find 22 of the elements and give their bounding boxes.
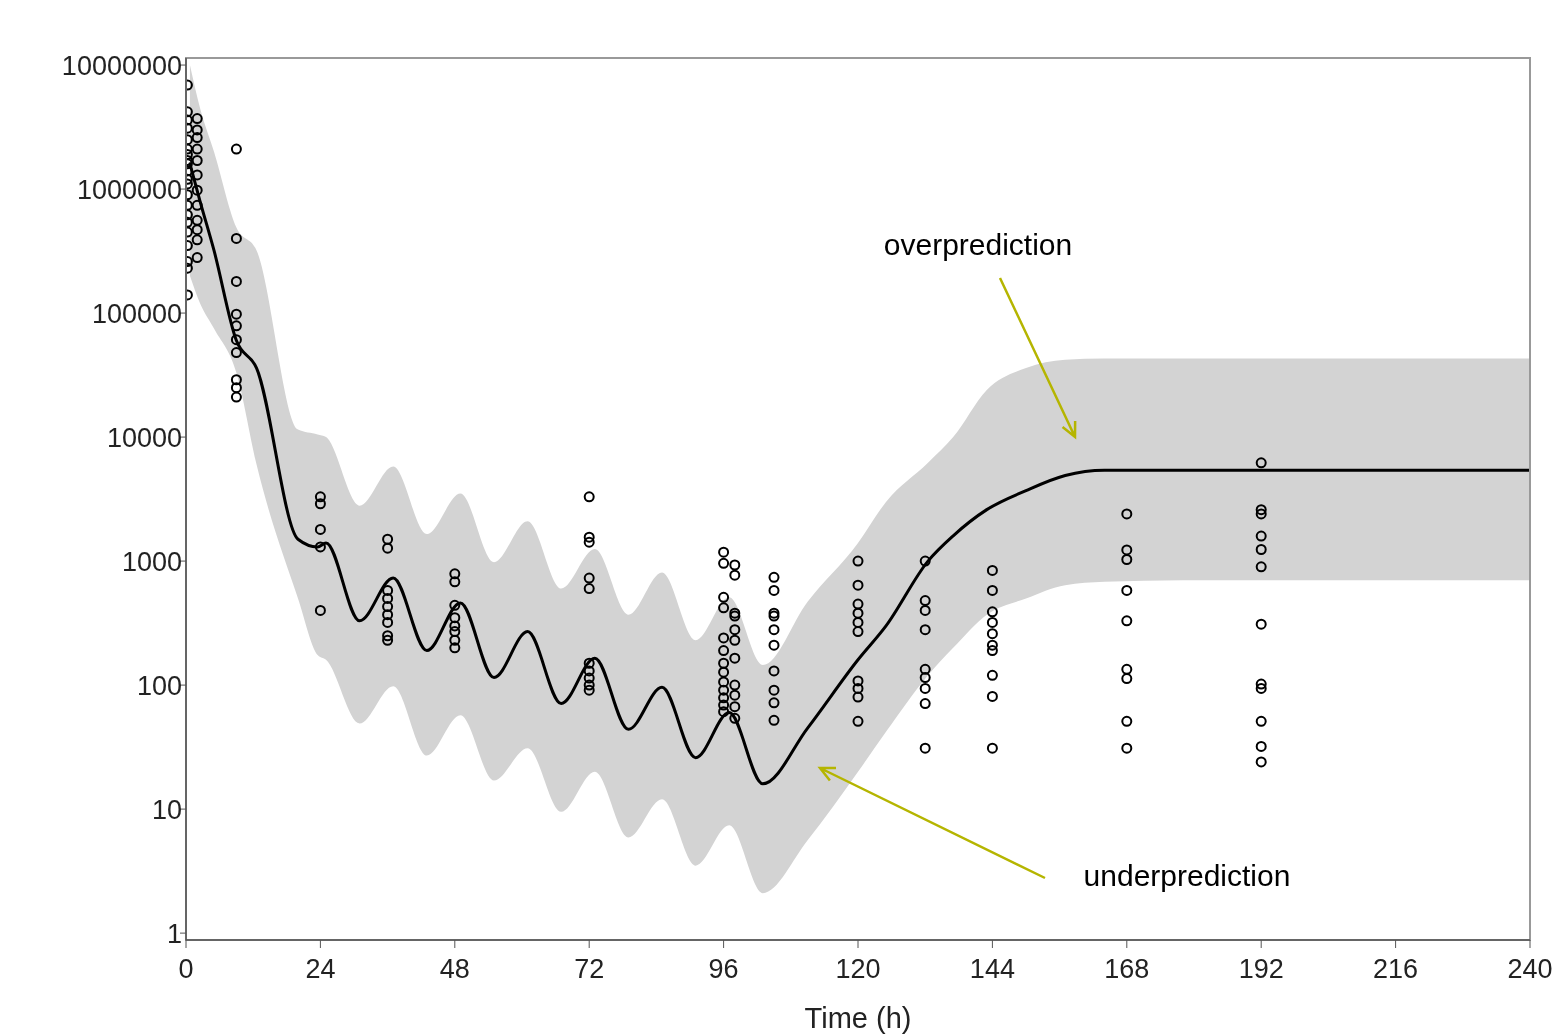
x-tick-label: 96 bbox=[708, 954, 739, 984]
y-tick-label: 1 bbox=[166, 918, 182, 949]
x-tick-label: 144 bbox=[969, 954, 1015, 984]
y-tick-label: 10000000 bbox=[61, 50, 182, 81]
y-tick-label: 1000 bbox=[121, 546, 182, 577]
y-tick-label: 100000 bbox=[91, 298, 182, 329]
x-tick-label: 192 bbox=[1238, 954, 1284, 984]
y-tick-label: 1000000 bbox=[76, 174, 182, 205]
x-tick-label: 24 bbox=[305, 954, 336, 984]
x-axis-title: Time (h) bbox=[804, 1002, 912, 1034]
x-tick-label: 216 bbox=[1373, 954, 1419, 984]
y-tick-label: 10000 bbox=[106, 422, 182, 453]
y-tick-label: 10 bbox=[151, 794, 182, 825]
x-tick-label: 48 bbox=[439, 954, 470, 984]
x-tick-label: 120 bbox=[835, 954, 881, 984]
x-tick-label: 240 bbox=[1507, 954, 1553, 984]
annotation: overprediction bbox=[883, 228, 1073, 261]
x-tick-label: 72 bbox=[574, 954, 605, 984]
y-tick-label: 100 bbox=[136, 670, 182, 701]
x-tick-label: 168 bbox=[1104, 954, 1150, 984]
annotation: underprediction bbox=[1083, 859, 1291, 892]
x-tick-label: 0 bbox=[178, 954, 194, 984]
